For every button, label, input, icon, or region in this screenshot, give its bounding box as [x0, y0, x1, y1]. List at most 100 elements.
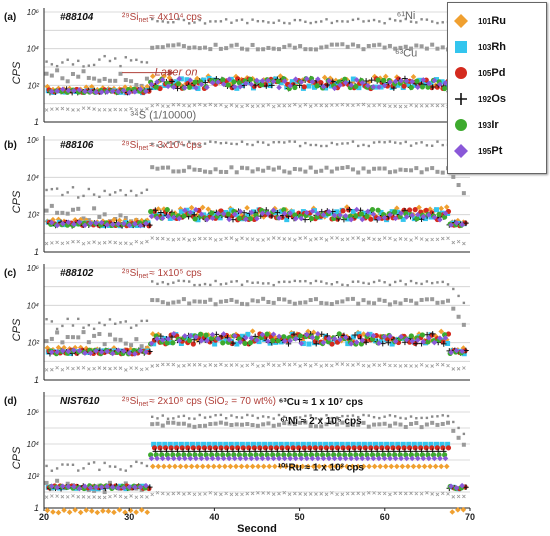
- cu-point: [313, 297, 318, 302]
- os-point: [429, 331, 436, 337]
- s-point: [271, 363, 276, 367]
- cu-point: [319, 168, 324, 173]
- cu-point: [181, 421, 186, 426]
- s-point: [414, 491, 419, 496]
- s-point: [462, 494, 466, 499]
- pt-point: [143, 220, 149, 227]
- ru-point: [283, 463, 289, 470]
- ru-point: [427, 337, 433, 343]
- ni-point: [230, 142, 233, 145]
- os-point: [147, 86, 153, 92]
- ni-point: [383, 22, 386, 25]
- ni-point: [446, 414, 450, 418]
- pt-point: [159, 455, 166, 462]
- s-point: [71, 494, 75, 498]
- pt-point: [281, 78, 288, 84]
- pt-point: [409, 455, 415, 462]
- ir-point: [353, 83, 359, 90]
- pt-point: [215, 455, 221, 462]
- s-point: [234, 238, 239, 242]
- ni-point: [314, 20, 318, 24]
- ni-point: [235, 416, 238, 419]
- ni-point: [177, 415, 180, 418]
- cu-point: [65, 481, 70, 486]
- cu-point: [313, 169, 318, 174]
- ni-point: [182, 143, 186, 147]
- cu-point: [276, 47, 281, 52]
- ir-point: [236, 215, 242, 221]
- s-point: [76, 366, 81, 370]
- si-subscript: net: [139, 273, 149, 280]
- cu-point: [240, 422, 245, 427]
- ni-point: [66, 191, 69, 194]
- ni-point: [246, 143, 249, 146]
- s-point: [219, 362, 223, 367]
- pt-point: [304, 209, 310, 216]
- os-point: [158, 209, 164, 216]
- cu-point: [60, 340, 65, 345]
- rh-point: [189, 84, 195, 90]
- ni-point: [66, 317, 69, 321]
- panel-label: (d): [4, 396, 17, 407]
- s-point: [44, 368, 49, 372]
- s-point: [293, 102, 297, 107]
- ni-point: [430, 415, 434, 418]
- pt-point: [437, 455, 443, 462]
- cu-point: [224, 46, 229, 51]
- pt-point: [398, 210, 404, 217]
- ru-point: [405, 463, 411, 470]
- s-point: [92, 495, 96, 499]
- ru-point: [227, 333, 234, 340]
- os-point: [368, 77, 375, 83]
- y-tick-label: 10⁴: [27, 173, 40, 182]
- cu-point: [213, 421, 218, 426]
- cu-point: [308, 298, 313, 303]
- cu-point: [181, 168, 186, 173]
- pt-point: [187, 209, 194, 216]
- s-point: [129, 106, 133, 111]
- ni-point: [425, 18, 429, 21]
- cu-point: [398, 167, 403, 172]
- s-point: [372, 103, 376, 108]
- cu-point: [144, 76, 149, 81]
- s-point: [393, 363, 397, 368]
- pt-point: [270, 207, 277, 214]
- s-point: [256, 237, 260, 242]
- rh-point: [206, 441, 212, 447]
- pt-point: [193, 334, 199, 340]
- s-point: [50, 367, 54, 372]
- ni-point: [198, 144, 201, 147]
- y-tick-label: 1: [34, 375, 39, 385]
- pt-point: [370, 84, 377, 90]
- x-tick-label: 20: [39, 512, 49, 522]
- cu-point: [171, 420, 176, 425]
- ru-point: [244, 205, 250, 211]
- pt-point: [98, 219, 105, 226]
- s-point: [372, 491, 376, 495]
- pt-point: [132, 89, 138, 95]
- ni-point: [267, 282, 270, 285]
- ni-point: [161, 414, 164, 417]
- s-point: [356, 491, 361, 496]
- ni-point: [452, 287, 455, 291]
- ni-point: [224, 18, 228, 21]
- ru-point: [338, 463, 345, 470]
- pt-point: [120, 348, 127, 354]
- ru-point: [149, 463, 156, 470]
- cu-point: [324, 165, 329, 170]
- s-point: [208, 363, 213, 367]
- pt-point: [259, 78, 266, 84]
- pd-point: [190, 341, 196, 347]
- cu-point: [440, 300, 445, 305]
- ni-point: [351, 280, 355, 283]
- s-point: [335, 492, 339, 497]
- rh-point: [345, 216, 351, 222]
- cu-point: [387, 302, 392, 307]
- ni-point: [246, 280, 249, 283]
- pt-point: [414, 211, 421, 218]
- s-point: [440, 362, 445, 367]
- ru-point: [410, 74, 417, 80]
- cu-point: [208, 170, 213, 175]
- cu-point: [419, 170, 424, 175]
- pt-point: [132, 221, 138, 227]
